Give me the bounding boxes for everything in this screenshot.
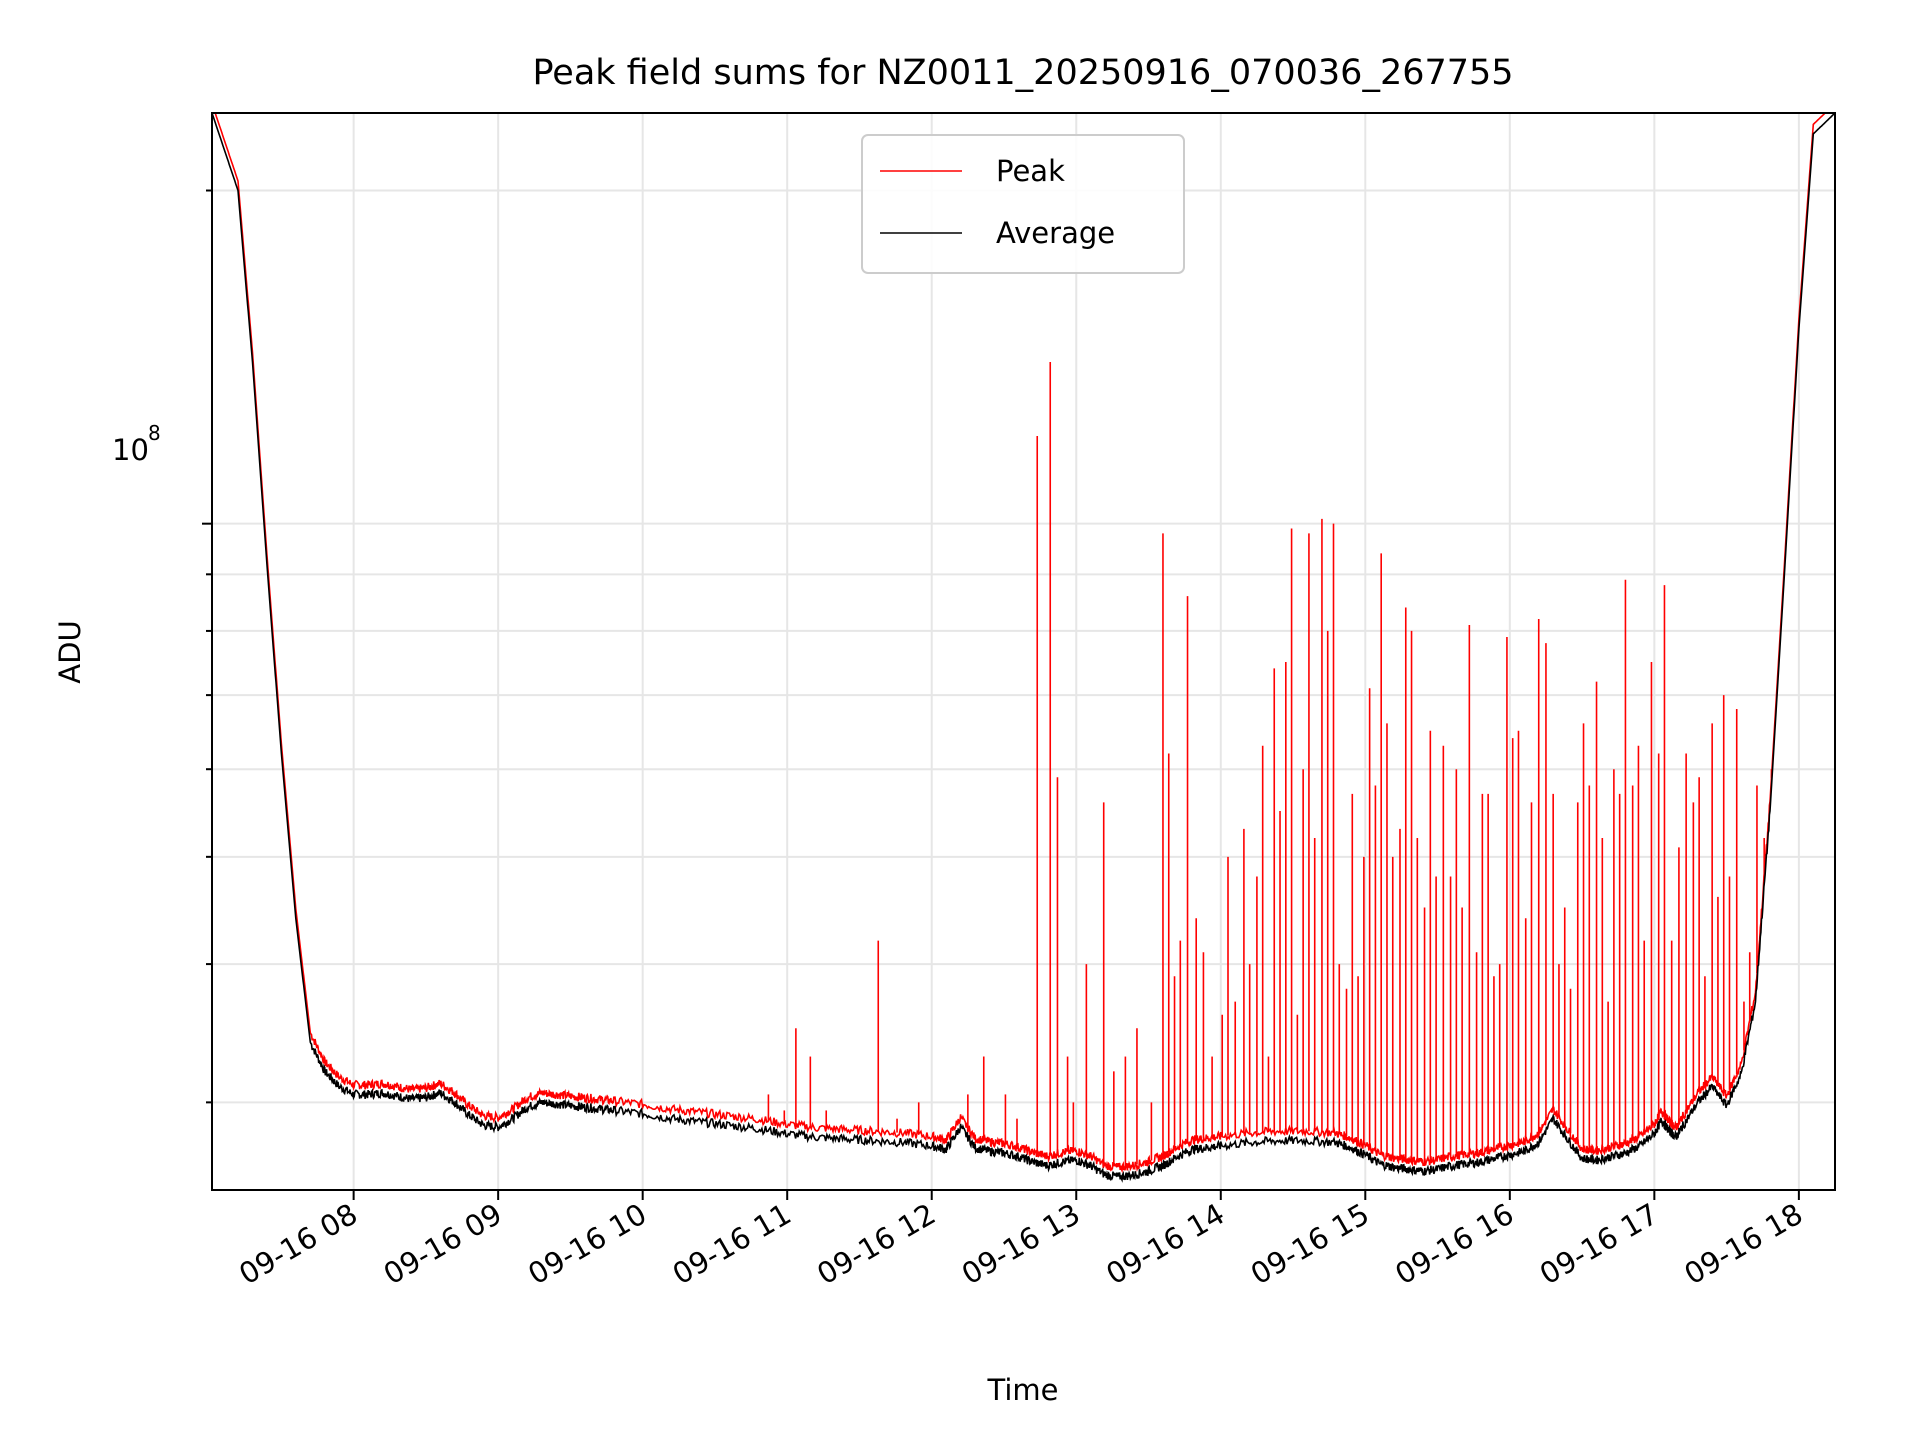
average-series-line: [212, 113, 1835, 1183]
peak-series-line: [214, 113, 1827, 1174]
legend: Peak Average: [861, 134, 1185, 274]
legend-label-peak: Peak: [996, 154, 1065, 188]
chart-title: Peak field sums for NZ0011_20250916_0700…: [532, 53, 1513, 93]
legend-box: [861, 134, 1185, 274]
grid-lines: [212, 113, 1835, 1190]
y-axis: 10 8: [112, 189, 212, 1104]
axes-frame: [211, 112, 1836, 1191]
plot-area: [212, 113, 1835, 1183]
y-tick-label: 10: [112, 433, 149, 467]
y-axis-label: ADU: [53, 620, 87, 683]
x-axis-label: Time: [987, 1373, 1059, 1407]
y-tick-exponent: 8: [148, 421, 161, 445]
legend-label-average: Average: [996, 216, 1115, 250]
